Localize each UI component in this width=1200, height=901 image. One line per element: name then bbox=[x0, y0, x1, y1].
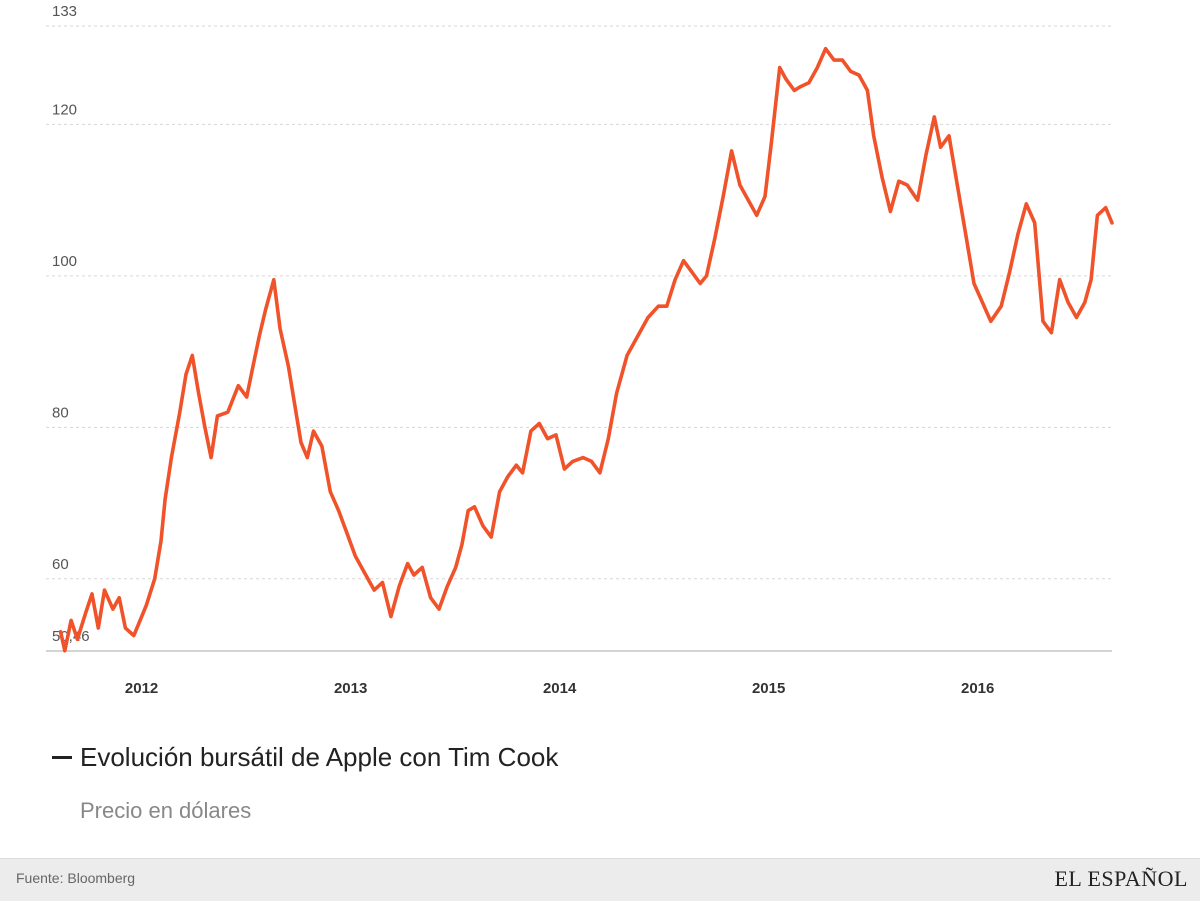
legend-swatch bbox=[52, 756, 72, 759]
chart-title: Evolución bursátil de Apple con Tim Cook bbox=[80, 742, 559, 772]
x-axis-tick-labels: 2012 2013 2014 2015 2016 bbox=[125, 680, 994, 697]
legend: Evolución bursátil de Apple con Tim Cook bbox=[52, 742, 558, 773]
x-tick-label: 2012 bbox=[125, 680, 158, 697]
x-tick-label: 2013 bbox=[334, 680, 367, 697]
x-tick-label: 2016 bbox=[961, 680, 994, 697]
grid-lines bbox=[46, 25, 1112, 652]
y-tick-label: 60 bbox=[52, 556, 69, 573]
y-tick-label: 80 bbox=[52, 404, 69, 421]
y-tick-label: 120 bbox=[52, 101, 77, 118]
y-tick-label: 100 bbox=[52, 253, 77, 270]
brand-logo: EL ESPAÑOL bbox=[1054, 866, 1188, 891]
series-layer bbox=[58, 46, 1114, 653]
source-note: Fuente: Bloomberg bbox=[16, 870, 136, 886]
x-tick-label: 2015 bbox=[752, 680, 785, 697]
x-tick-label: 2014 bbox=[543, 680, 577, 697]
series-line-0 bbox=[58, 46, 1114, 653]
chart-subtitle: Precio en dólares bbox=[80, 798, 252, 823]
y-tick-label: 133 bbox=[52, 3, 77, 20]
footer-bar: Fuente: Bloomberg EL ESPAÑOL bbox=[0, 858, 1200, 901]
